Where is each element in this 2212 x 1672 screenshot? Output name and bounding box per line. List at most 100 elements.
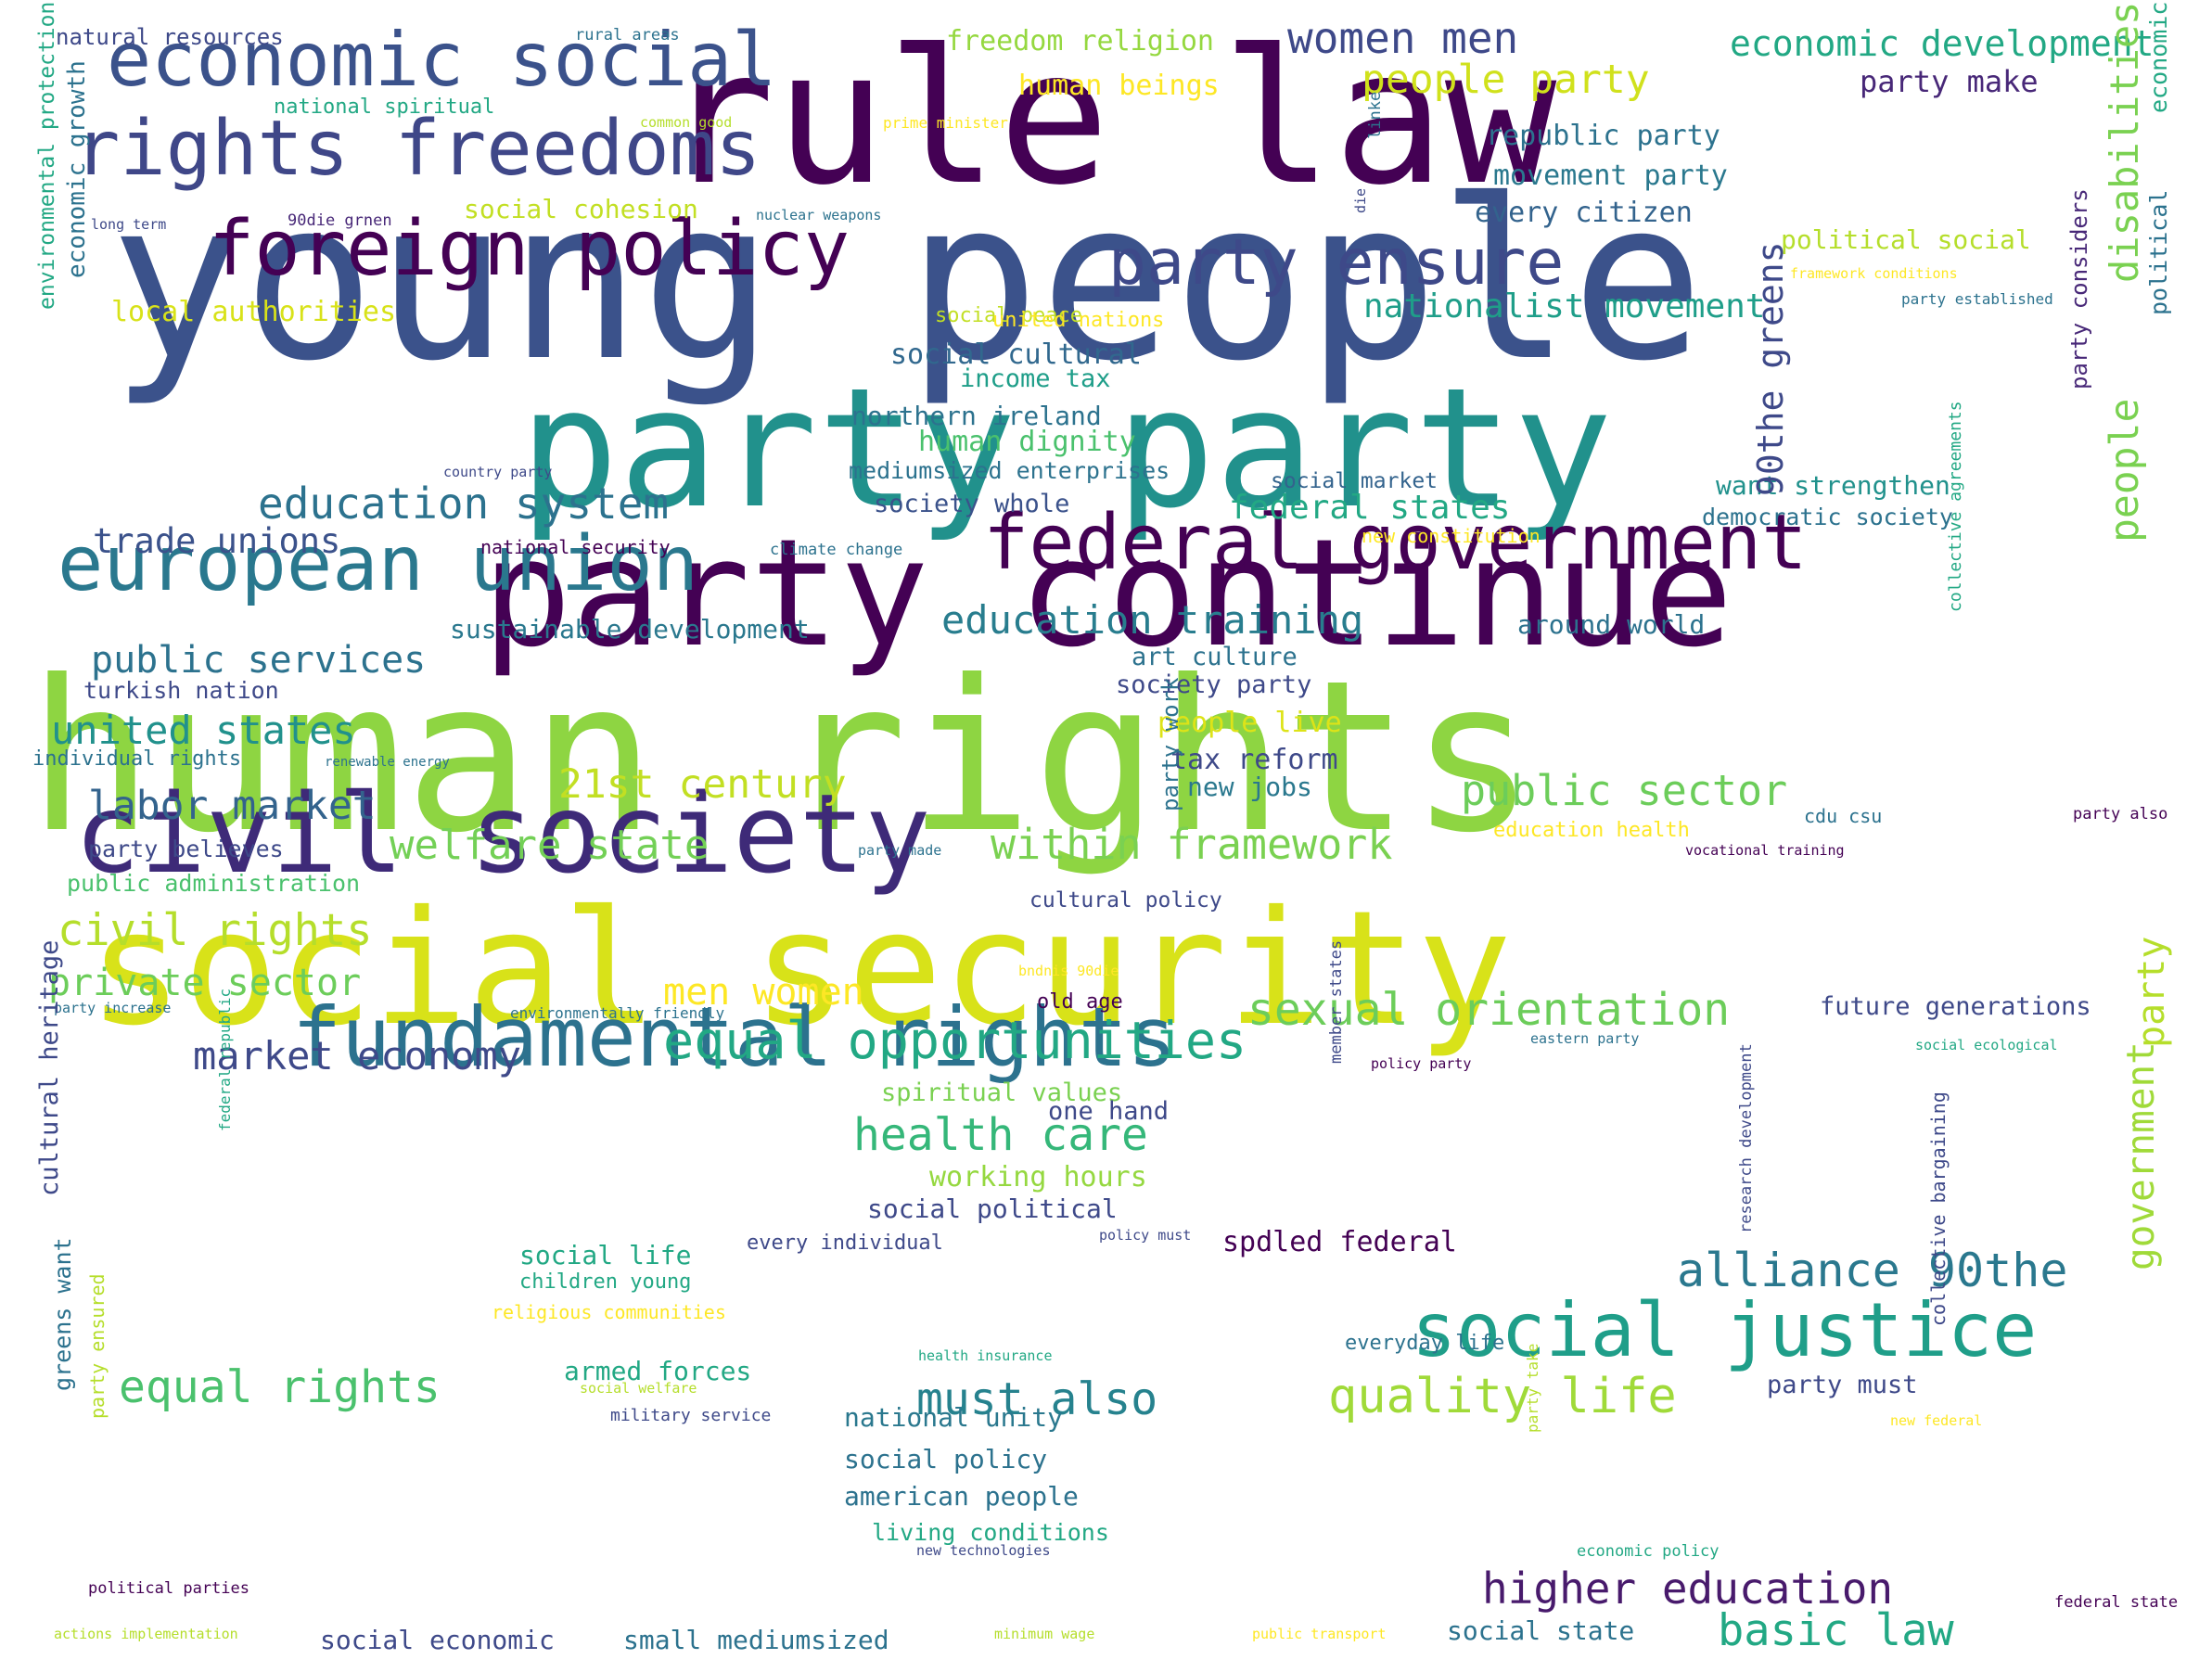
cloud-word: movement party: [1493, 160, 1728, 192]
cloud-word: social security: [88, 877, 1513, 1061]
cloud-word: collective bargaining: [1927, 1091, 1950, 1326]
cloud-word: cultural policy: [1029, 888, 1222, 913]
cloud-word: men women: [663, 971, 864, 1014]
cloud-word: basic law: [1718, 1605, 1954, 1656]
cloud-word: framework conditions: [1790, 265, 1958, 282]
cloud-word: education training: [941, 597, 1364, 643]
cloud-word: linke: [1366, 91, 1385, 139]
cloud-word: civil society: [74, 770, 931, 898]
cloud-word: old age: [1037, 990, 1123, 1014]
cloud-word: rural areas: [575, 26, 680, 45]
cloud-word: social state: [1447, 1615, 1635, 1646]
cloud-word: environmental protection: [35, 2, 59, 311]
cloud-word: public transport: [1252, 1626, 1387, 1642]
cloud-word: education health: [1493, 819, 1690, 842]
cloud-word: social cultural: [890, 338, 1142, 371]
cloud-word: collective agreements: [1946, 401, 1965, 612]
cloud-word: social ecological: [1915, 1037, 2058, 1053]
cloud-word: die: [1352, 187, 1369, 213]
cloud-word: social policy: [844, 1444, 1048, 1474]
cloud-word: young people: [109, 153, 1705, 410]
cloud-word: national unity: [844, 1402, 1064, 1433]
cloud-word: welfare state: [390, 822, 710, 869]
cloud-word: american people: [844, 1481, 1079, 1512]
cloud-word: party believes: [88, 836, 284, 862]
cloud-word: public administration: [67, 870, 361, 897]
cloud-word: children young: [519, 1270, 692, 1294]
cloud-word: long term: [91, 216, 167, 233]
cloud-word: working hours: [929, 1161, 1147, 1193]
cloud-word: social life: [519, 1240, 692, 1270]
cloud-word: national security: [480, 536, 671, 558]
cloud-word: party ensured: [86, 1273, 109, 1419]
cloud-word: political: [2145, 189, 2172, 315]
cloud-word: member states: [1327, 939, 1346, 1064]
cloud-word: policy must: [1099, 1227, 1192, 1244]
cloud-word: party increase: [54, 1000, 172, 1016]
cloud-word: democratic society: [1702, 504, 1953, 530]
cloud-word: party must: [1767, 1371, 1918, 1399]
cloud-word: education system: [258, 479, 670, 529]
cloud-word: human dignity: [918, 426, 1136, 458]
cloud-word: economic: [2145, 2, 2172, 114]
cloud-word: vocational training: [1685, 842, 1845, 859]
cloud-word: living conditions: [872, 1519, 1109, 1546]
cloud-word: turkish nation: [83, 677, 279, 704]
cloud-word: social peace: [935, 304, 1082, 327]
cloud-word: religious communities: [492, 1301, 726, 1323]
cloud-word: disabilities: [2102, 2, 2147, 284]
cloud-word: alliance 90the: [1677, 1244, 2068, 1297]
cloud-word: prime minister: [883, 114, 1008, 132]
cloud-word: every citizen: [1475, 197, 1693, 229]
cloud-word: social welfare: [580, 1380, 697, 1397]
cloud-word: one hand: [1048, 1097, 1170, 1126]
cloud-word: research development: [1737, 1043, 1756, 1233]
cloud-word: new constitution: [1362, 525, 1541, 547]
cloud-word: income tax: [960, 364, 1111, 393]
cloud-word: federal republic: [216, 988, 234, 1131]
cloud-word: party take: [1524, 1343, 1541, 1433]
cloud-word: must also: [916, 1373, 1158, 1425]
cloud-word: around world: [1517, 609, 1706, 640]
cloud-word: minimum wage: [994, 1626, 1095, 1642]
cloud-word: cdu csu: [1804, 805, 1883, 827]
cloud-word: civil rights: [58, 905, 373, 956]
cloud-word: united nations: [992, 309, 1165, 332]
cloud-word: climate change: [770, 541, 903, 559]
cloud-word: party established: [1901, 290, 2053, 308]
cloud-word: individual rights: [32, 747, 242, 771]
cloud-word: foreign policy: [209, 205, 850, 293]
cloud-word: 21st century: [558, 761, 847, 808]
cloud-word: people party: [1362, 57, 1650, 103]
cloud-word: higher education: [1482, 1564, 1894, 1614]
cloud-word: united states: [51, 708, 356, 753]
cloud-word: equal rights: [119, 1361, 441, 1413]
cloud-word: mediumsized enterprises: [849, 457, 1170, 484]
cloud-word: market economy: [193, 1033, 522, 1079]
cloud-word: spdled federal: [1222, 1226, 1457, 1258]
cloud-word: spiritual values: [881, 1079, 1123, 1107]
cloud-word: party make: [1860, 64, 2039, 99]
cloud-word: people: [2102, 398, 2148, 542]
cloud-word: party ensure: [1108, 226, 1565, 300]
cloud-word: cultural heritage: [35, 939, 64, 1196]
cloud-word: party considers: [2066, 188, 2092, 389]
cloud-word: society whole: [874, 490, 1070, 518]
cloud-word: country party: [443, 464, 553, 480]
cloud-word: government: [2118, 1041, 2163, 1270]
cloud-word: health insurance: [918, 1347, 1053, 1364]
cloud-word: human rights: [28, 636, 1536, 879]
cloud-word: public services: [91, 639, 427, 682]
cloud-word: women men: [1287, 13, 1519, 63]
cloud-word: economic policy: [1577, 1542, 1720, 1561]
cloud-word: federal state: [2054, 1593, 2179, 1612]
cloud-word: society party: [1116, 670, 1312, 699]
cloud-word: policy party: [1371, 1055, 1472, 1072]
cloud-word: common good: [640, 114, 733, 131]
cloud-word: future generations: [1820, 992, 2091, 1021]
cloud-word: national spiritual: [274, 96, 495, 119]
cloud-word: within framework: [991, 820, 1393, 869]
cloud-word: new jobs: [1187, 772, 1312, 802]
cloud-word: rule law: [663, 10, 1557, 226]
cloud-word: people live: [1157, 707, 1342, 739]
